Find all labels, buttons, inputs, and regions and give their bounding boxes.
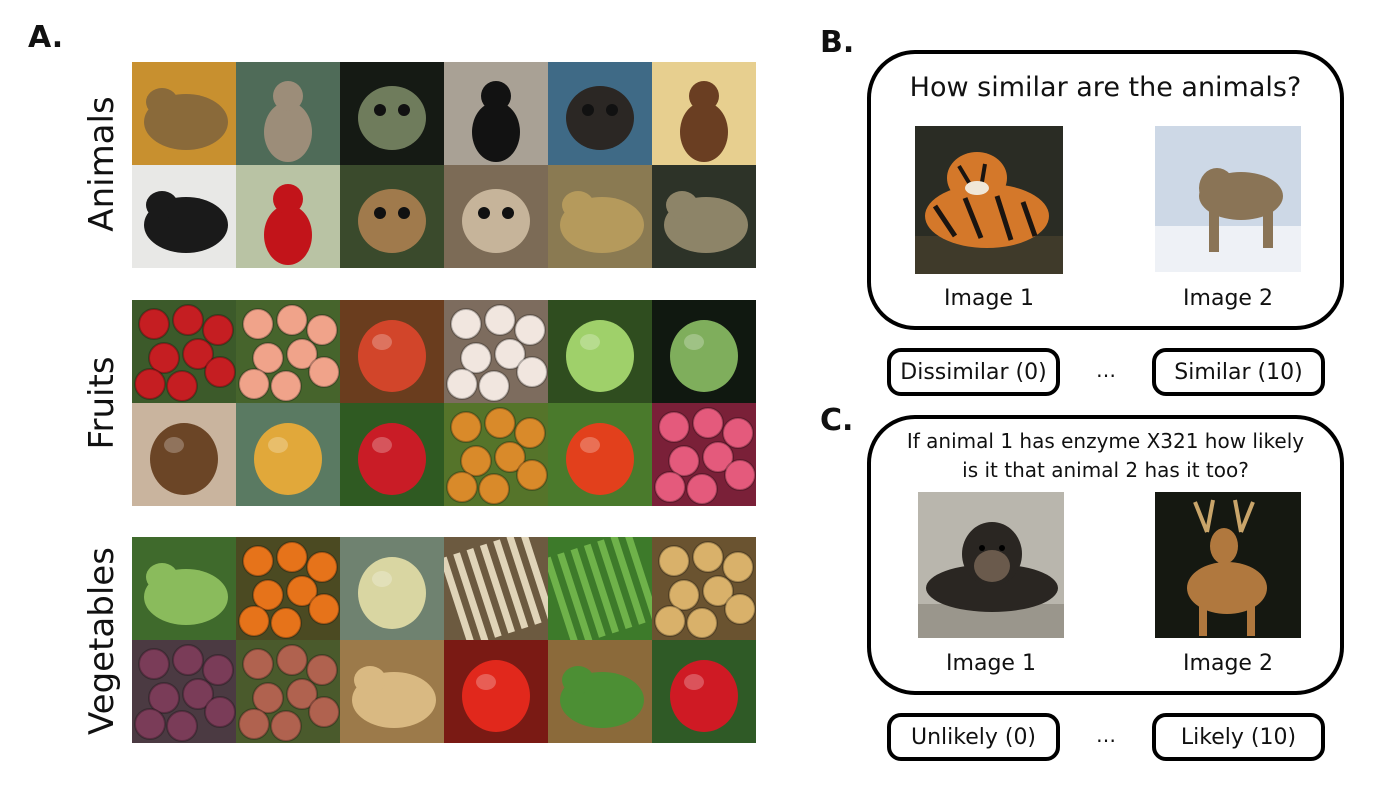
row-label-animals: Animals: [82, 96, 122, 232]
coconut-photo: [132, 403, 236, 506]
cheetah-photo: [548, 165, 652, 268]
pomegranates-photo: [132, 300, 236, 403]
chimpanzee-photo: [918, 492, 1064, 638]
papayas-photo: [444, 403, 548, 506]
mangoes-photo: [236, 300, 340, 403]
bushbaby-photo: [340, 62, 444, 165]
brown-bear-photo: [652, 62, 756, 165]
inference-image-2-caption: Image 2: [1183, 651, 1273, 676]
dissimilar-button[interactable]: Dissimilar (0): [887, 348, 1060, 396]
custard-apple-photo: [652, 300, 756, 403]
tomatoes-photo: [444, 640, 548, 743]
ginger-photo: [340, 640, 444, 743]
pumpkins-photo: [236, 537, 340, 640]
red-apple-photo: [340, 403, 444, 506]
red-potatoes-photo: [236, 640, 340, 743]
row-label-vegetables: Vegetables: [82, 547, 122, 735]
white-strawberries-photo: [444, 300, 548, 403]
similarity-image-2-caption: Image 2: [1183, 286, 1273, 311]
cougar-photo: [1155, 126, 1301, 272]
arugula-photo: [548, 640, 652, 743]
inference-image-1-caption: Image 1: [946, 651, 1036, 676]
tiger-photo: [915, 126, 1063, 274]
parsnips-photo: [444, 537, 548, 640]
cauliflower-photo: [340, 537, 444, 640]
panel-c-letter: C.: [820, 403, 854, 438]
pineapple-photo: [236, 403, 340, 506]
deer-photo: [1155, 492, 1301, 638]
panel-b-letter: B.: [820, 25, 855, 60]
red-mangoes-photo: [548, 403, 652, 506]
similarity-image-1-caption: Image 1: [944, 286, 1034, 311]
pears-photo: [340, 300, 444, 403]
inference-question-line-1: If animal 1 has enzyme X321 how likely: [906, 429, 1305, 453]
scale-ellipsis-c: …: [1096, 723, 1116, 747]
elephant-photo: [132, 62, 236, 165]
scale-ellipsis-b: …: [1096, 358, 1116, 382]
likely-button[interactable]: Likely (10): [1152, 713, 1325, 761]
similar-button[interactable]: Similar (10): [1152, 348, 1325, 396]
bell-peppers-photo: [652, 640, 756, 743]
colobus-monkey-photo: [444, 62, 548, 165]
unlikely-button[interactable]: Unlikely (0): [887, 713, 1060, 761]
gibbon-photo: [132, 165, 236, 268]
similarity-question: How similar are the animals?: [909, 72, 1302, 103]
row-label-fruits: Fruits: [82, 356, 122, 450]
loris-photo: [340, 165, 444, 268]
potatoes-photo: [652, 537, 756, 640]
beets-photo: [132, 640, 236, 743]
lychees-photo: [652, 403, 756, 506]
ground-squirrel-photo: [236, 62, 340, 165]
cardinal-bird-photo: [236, 165, 340, 268]
porcupine-photo: [652, 165, 756, 268]
panel-a-letter: A.: [28, 20, 64, 55]
bighorn-ram-photo: [444, 165, 548, 268]
inference-question-line-2: is it that animal 2 has it too?: [962, 458, 1249, 482]
grass-greens-photo: [548, 537, 652, 640]
chimpanzee-photo: [548, 62, 652, 165]
green-mangoes-photo: [548, 300, 652, 403]
okra-photo: [132, 537, 236, 640]
